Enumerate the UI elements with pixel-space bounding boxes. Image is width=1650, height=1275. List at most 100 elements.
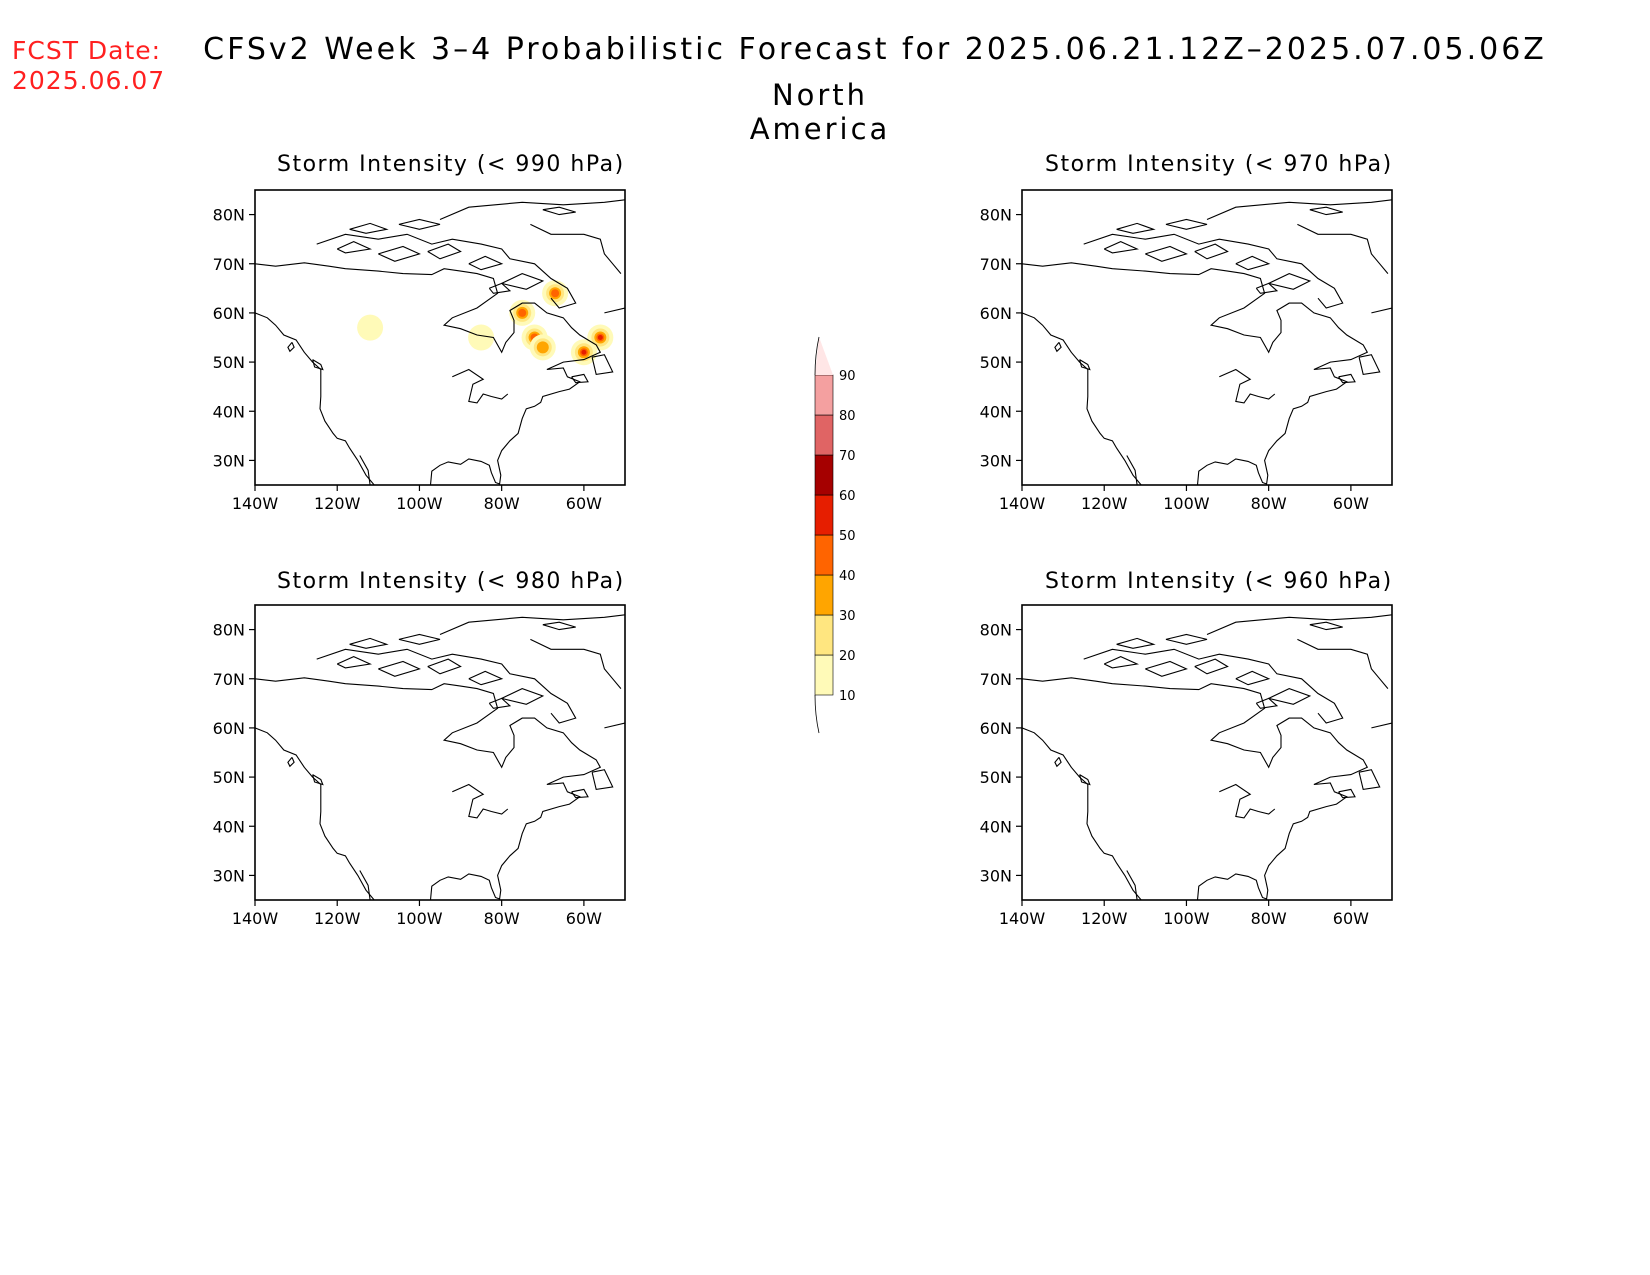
storm-probability-area [581,349,587,355]
coastline [1022,262,1369,485]
coastline [439,199,625,221]
lon-label: 80W [1251,909,1287,928]
island-outline [1309,206,1343,216]
island-outline [312,359,324,371]
lon-label: 100W [1163,494,1210,513]
panel-title: Storm Intensity (< 980 hPa) [277,569,625,594]
island-outline [1103,655,1140,669]
storm-probability-area [597,335,603,340]
coastline [1083,648,1344,724]
island-outline [1358,769,1381,791]
coastline [316,233,577,309]
coastline [255,262,602,485]
map-980: 80N 70N 60N 50N 40N 30N 140W 120W 100W 80W 60W [213,604,626,928]
colorbar-label: 10 [839,689,856,704]
island-outline [1079,359,1091,371]
coastline [452,368,509,404]
colorbar-label: 50 [839,529,856,544]
lon-label: 60W [1333,494,1369,513]
lat-label: 80N [980,621,1012,640]
coastline [452,783,509,819]
island-outline [1165,633,1208,645]
island-outline [1079,774,1091,786]
forecast-date-value: 2025.06.07 [12,66,166,95]
lat-label: 30N [213,866,245,885]
storm-probability-area [551,289,560,298]
lon-label: 60W [566,909,602,928]
coastline [1022,677,1369,900]
lat-label: 70N [213,670,245,689]
lon-label: 100W [1163,909,1210,928]
island-outline [1268,273,1312,290]
lon-label: 140W [232,909,279,928]
lat-label: 70N [980,670,1012,689]
lon-label: 100W [396,909,443,928]
colorbar-edge [814,336,820,376]
coastline [1206,199,1392,221]
region-title: North America [749,78,891,146]
lat-label: 60N [213,719,245,738]
island-outline [287,342,295,353]
island-outline [349,222,389,234]
coastlines [1022,614,1392,900]
map-frame [1021,189,1393,486]
coastline [1219,783,1276,819]
coastline [255,727,375,900]
island-outline [542,206,576,216]
coastline [604,722,625,729]
map-frame [1021,604,1393,901]
map-960: 80N 70N 60N 50N 40N 30N 140W 120W 100W 80W 60W [980,604,1393,928]
lat-label: 80N [213,206,245,225]
island-outline [542,621,576,631]
colorbar-segment [814,374,834,416]
island-outline [1054,757,1062,768]
panel-title: Storm Intensity (< 990 hPa) [277,152,625,177]
island-outline [1255,697,1279,709]
island-outline [1268,688,1312,705]
lat-label: 80N [213,621,245,640]
map-970: 80N 70N 60N 50N 40N 30N 140W 120W 100W 80W 60W [980,189,1393,513]
map-990: 80N 70N 60N 50N 40N 30N 140W 120W 100W 80W 60W [213,189,626,513]
island-outline [1338,373,1356,384]
coastline [1022,312,1142,485]
island-outline [398,633,441,645]
colorbar-label: 90 [839,369,856,384]
island-outline [398,218,441,230]
colorbar-label: 40 [839,569,856,584]
colorbar-label: 60 [839,489,856,504]
coastline [1371,307,1392,314]
island-outline [468,255,504,271]
lon-label: 80W [1251,494,1287,513]
island-outline [1235,670,1271,686]
lon-label: 100W [396,494,443,513]
lon-label: 120W [314,909,361,928]
lat-label: 40N [213,402,245,421]
island-outline [468,670,504,686]
coastline [530,223,622,274]
colorbar-segment [814,494,834,536]
lat-label: 30N [980,866,1012,885]
coastline [255,312,375,485]
coastline [359,870,371,900]
lat-label: 40N [213,817,245,836]
map-frame [254,189,626,486]
island-outline [427,243,462,260]
forecast-date: FCST Date: 2025.06.07 [12,36,165,96]
island-outline [591,769,614,791]
island-outline [287,757,295,768]
colorbar-label: 80 [839,409,856,424]
island-outline [336,240,373,254]
lat-label: 50N [213,768,245,787]
coastline [1022,727,1142,900]
island-outline [1103,240,1140,254]
map-frame [254,604,626,901]
lat-label: 50N [980,353,1012,372]
lat-label: 60N [213,304,245,323]
island-outline [1165,218,1208,230]
lon-label: 120W [1081,494,1128,513]
island-outline [427,658,462,675]
island-outline [1235,255,1271,271]
island-outline [1309,621,1343,631]
island-outline [1145,660,1188,677]
lat-label: 80N [980,206,1012,225]
